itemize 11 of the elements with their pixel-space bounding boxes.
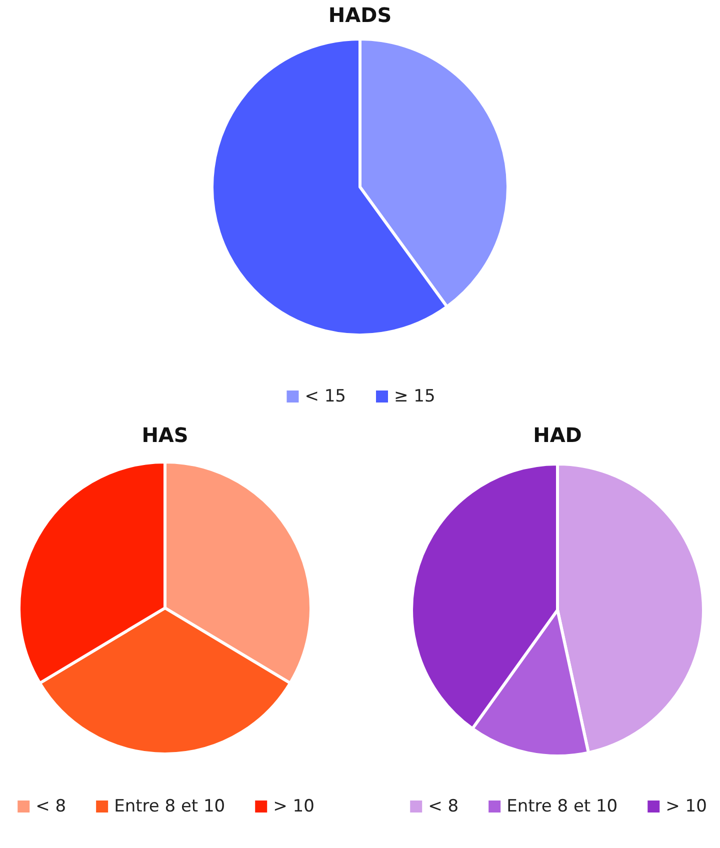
legend-label: < 8	[36, 796, 66, 816]
chart-title: HAS	[142, 423, 188, 447]
legend-label: > 10	[273, 796, 314, 816]
legend-label: Entre 8 et 10	[506, 796, 618, 816]
chart-title: HAD	[533, 423, 582, 447]
legend-label: < 8	[428, 796, 459, 816]
legend-label: Entre 8 et 10	[114, 796, 226, 816]
legend-label: < 15	[304, 386, 346, 406]
chart-title: HADS	[328, 3, 392, 27]
legend-label: > 10	[666, 796, 707, 816]
legend-label: ≥ 15	[394, 386, 436, 406]
